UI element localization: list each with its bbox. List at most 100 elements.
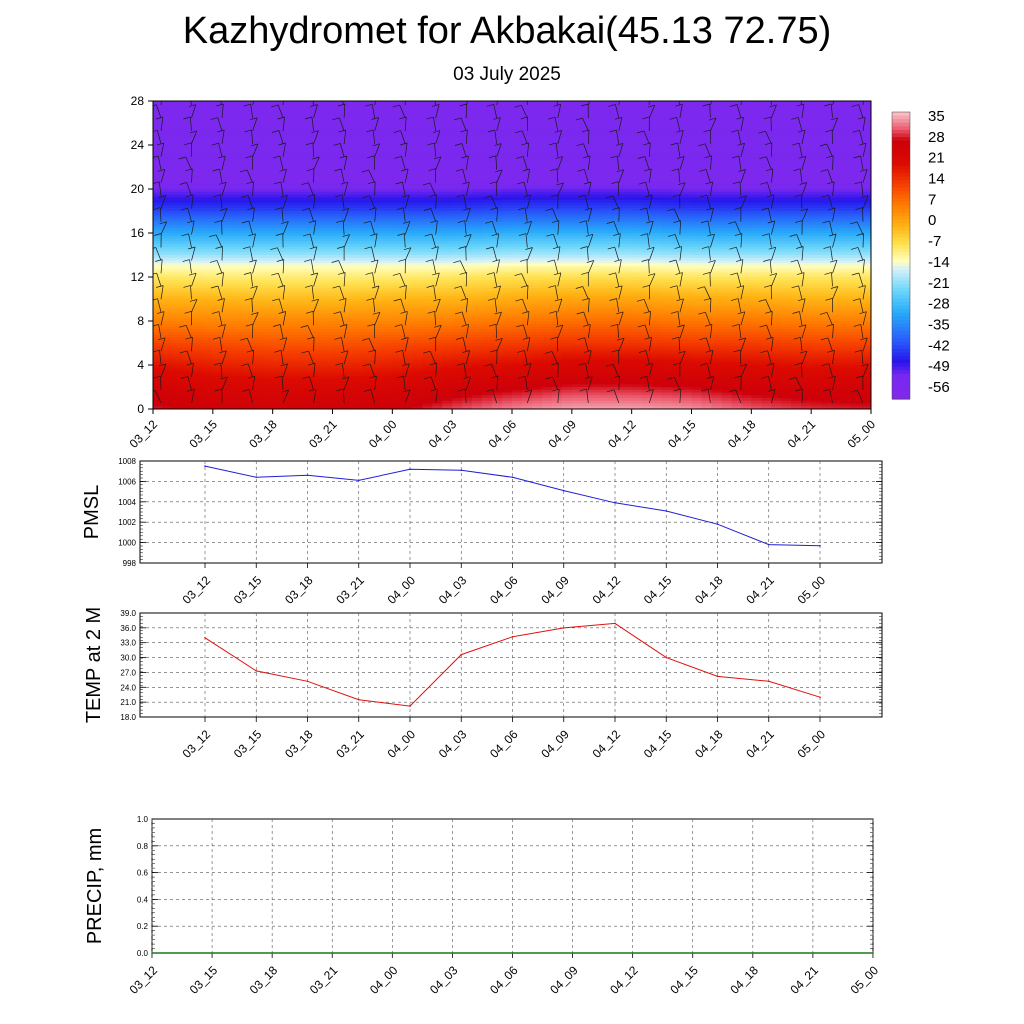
heatmap-cell xyxy=(222,323,234,328)
heatmap-cell xyxy=(312,354,324,358)
heatmap-cell xyxy=(492,202,503,207)
heatmap-cell xyxy=(492,172,503,176)
heatmap-cell xyxy=(412,263,423,267)
heatmap-cell xyxy=(212,260,224,264)
heatmap-cells xyxy=(153,101,871,409)
heatmap-cell xyxy=(472,268,483,273)
heatmap-cell xyxy=(442,356,453,361)
heatmap-cell xyxy=(531,191,543,196)
heatmap-cell xyxy=(452,255,463,259)
heatmap-cell xyxy=(372,172,383,176)
heatmap-cell xyxy=(482,288,493,292)
heatmap-cell xyxy=(412,348,423,352)
heatmap-cell xyxy=(172,125,184,130)
heatmap-cell xyxy=(342,389,354,394)
heatmap-cell xyxy=(332,400,344,405)
heatmap-cell xyxy=(292,200,304,204)
heatmap-cell xyxy=(232,271,244,275)
heatmap-cell xyxy=(512,147,523,152)
heatmap-cell xyxy=(541,345,553,350)
heatmap-cell xyxy=(222,153,234,157)
heatmap-cell xyxy=(482,216,493,220)
heatmap-cell xyxy=(492,252,503,256)
heatmap-cell xyxy=(312,365,324,369)
heatmap-cell xyxy=(162,285,174,289)
heatmap-cell xyxy=(432,351,443,355)
heatmap-cell xyxy=(322,131,334,135)
heatmap-cell xyxy=(442,238,453,242)
heatmap-cell xyxy=(531,125,543,130)
heatmap-cell xyxy=(521,345,533,350)
heatmap-cell xyxy=(162,334,174,339)
heatmap-cell xyxy=(492,359,503,363)
heatmap-cell xyxy=(551,216,563,220)
heatmap-cell xyxy=(352,343,364,347)
heatmap-cell xyxy=(162,205,174,209)
heatmap-cell xyxy=(382,186,393,190)
heatmap-cell xyxy=(292,403,304,407)
heatmap-cell xyxy=(541,202,553,207)
heatmap-cell xyxy=(192,343,204,347)
heatmap-cell xyxy=(571,189,583,193)
heatmap-cell xyxy=(402,202,413,207)
heatmap-cell xyxy=(172,249,184,253)
heatmap-cell xyxy=(561,255,573,259)
heatmap-cell xyxy=(482,406,493,409)
heatmap-cell xyxy=(581,293,593,297)
heatmap-cell xyxy=(531,312,543,317)
heatmap-cell xyxy=(442,205,453,209)
heatmap-cell xyxy=(332,290,344,295)
heatmap-cell xyxy=(342,332,354,336)
heatmap-cell xyxy=(541,189,553,193)
heatmap-cell xyxy=(561,392,573,396)
heatmap-cell xyxy=(182,216,194,220)
heatmap-cell xyxy=(581,354,593,358)
heatmap-cell xyxy=(172,257,184,262)
heatmap-cell xyxy=(272,178,284,182)
heatmap-cell xyxy=(492,120,503,124)
heatmap-cell xyxy=(262,156,274,160)
heatmap-cell xyxy=(432,241,443,245)
heatmap-cell xyxy=(422,233,433,237)
heatmap-cell xyxy=(541,332,553,336)
heatmap-cell xyxy=(352,244,364,248)
heatmap-cell xyxy=(272,191,284,196)
heatmap-cell xyxy=(202,235,214,240)
heatmap-cell xyxy=(551,191,563,196)
heatmap-cell xyxy=(452,268,463,273)
heatmap-cell xyxy=(531,123,543,127)
heatmap-cell xyxy=(541,323,553,328)
heatmap-cell xyxy=(272,370,284,374)
heatmap-cell xyxy=(352,348,364,352)
heatmap-cell xyxy=(561,101,573,105)
heatmap-cell xyxy=(182,345,194,350)
heatmap-cell xyxy=(232,293,244,297)
heatmap-cell xyxy=(272,387,284,391)
heatmap-cell xyxy=(212,224,224,229)
heatmap-cell xyxy=(402,299,413,303)
heatmap-cell xyxy=(382,373,393,377)
heatmap-cell xyxy=(222,167,234,171)
heatmap-cell xyxy=(202,147,214,152)
heatmap-cell xyxy=(162,293,174,297)
heatmap-cell xyxy=(262,255,274,259)
heatmap-cell xyxy=(212,238,224,242)
heatmap-cell xyxy=(402,191,413,196)
heatmap-cell xyxy=(561,156,573,160)
heatmap-cell xyxy=(172,233,184,237)
heatmap-cell xyxy=(292,257,304,262)
heatmap-cell xyxy=(192,189,204,193)
heatmap-cell xyxy=(212,334,224,339)
heatmap-cell xyxy=(591,268,603,273)
heatmap-cell xyxy=(541,381,553,385)
heatmap-cell xyxy=(382,252,393,256)
heatmap-cell xyxy=(581,114,593,119)
heatmap-cell xyxy=(252,307,264,311)
heatmap-cell xyxy=(442,156,453,160)
heatmap-cell xyxy=(412,246,423,251)
heatmap-cell xyxy=(342,268,354,273)
heatmap-cell xyxy=(512,106,523,110)
heatmap-cell xyxy=(462,296,473,300)
heatmap-cell xyxy=(432,227,443,231)
heatmap-cell xyxy=(541,158,553,163)
